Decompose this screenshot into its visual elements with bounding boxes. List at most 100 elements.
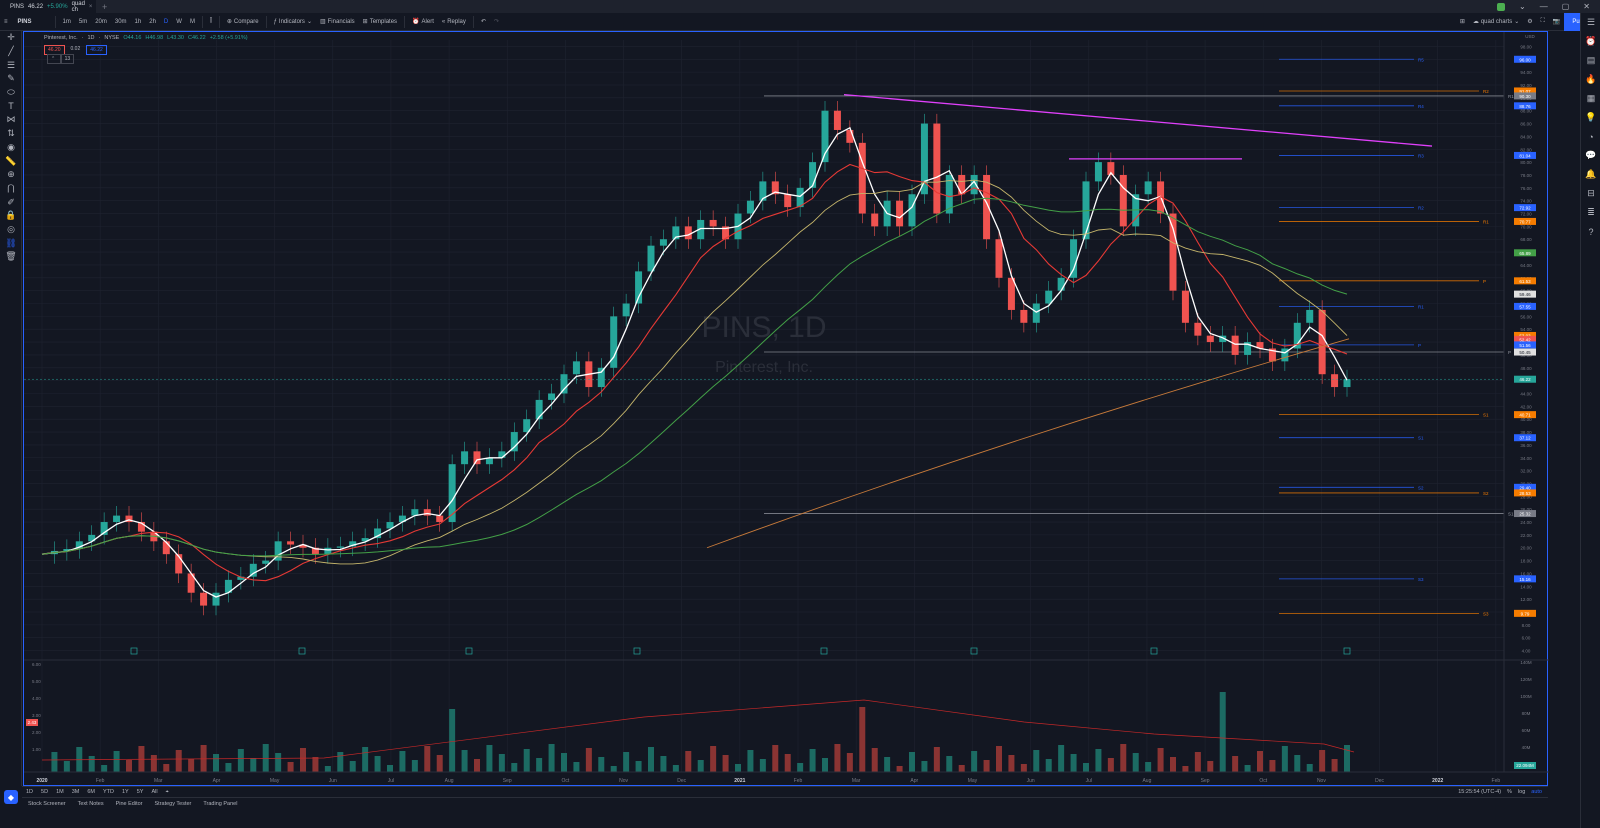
order-panel-icon[interactable]: ⊟ [1587, 188, 1595, 198]
ruler-icon[interactable]: 📏 [5, 155, 17, 166]
range-6m[interactable]: 6M [87, 789, 95, 795]
range-all[interactable]: All [151, 789, 158, 795]
undo-icon[interactable]: ↶ [480, 19, 486, 25]
fullscreen-icon[interactable]: ⛶ [1540, 18, 1545, 24]
go-to-date-icon[interactable]: ⌖ [165, 788, 169, 795]
interval-1h[interactable]: 1h [134, 18, 142, 25]
volume-bar [759, 759, 766, 772]
range-1m[interactable]: 1M [56, 789, 64, 795]
minimize-icon[interactable]: — [1539, 2, 1548, 11]
volume-bar [1132, 753, 1139, 772]
interval-w[interactable]: W [176, 18, 182, 25]
chart-type-icon[interactable]: ⫿ [209, 18, 212, 24]
candle-body [175, 554, 183, 574]
layout-grid-icon[interactable]: ⊞ [1459, 19, 1465, 25]
alert-button[interactable]: ⏰ Alert [408, 13, 438, 31]
streams-icon[interactable]: ◔ [1588, 131, 1594, 142]
ideas-icon[interactable]: 💡 [1585, 112, 1597, 122]
interval-d[interactable]: D [163, 18, 169, 25]
magnet-icon[interactable]: ⋂ [7, 182, 15, 193]
interval-2h[interactable]: 2h [149, 18, 156, 25]
sync-icon[interactable]: ⛓ [5, 237, 17, 248]
shapes-icon[interactable]: ⬭ [7, 87, 15, 98]
interval-m[interactable]: M [189, 18, 195, 25]
menu-icon[interactable]: ≡ [4, 18, 8, 25]
notifications-icon[interactable]: 🔔 [1585, 169, 1597, 179]
auto-toggle[interactable]: auto [1531, 789, 1542, 795]
price-chart[interactable]: PINS, 1D Pinterest, Inc. R1 P S1 R2 R1 P S1 S2 S3 R… [24, 32, 1549, 787]
interval-5m[interactable]: 5m [78, 18, 88, 25]
tab-trading-panel[interactable]: Trading Panel [203, 800, 238, 807]
bid-button[interactable]: 46.20 [44, 45, 65, 55]
price-tick-label: 70.00 [1520, 224, 1532, 229]
chevron-down-icon[interactable]: ⌄ [1519, 2, 1526, 11]
time-tick-label: May [270, 778, 280, 784]
tab-stock-screener[interactable]: Stock Screener [28, 800, 66, 807]
log-toggle[interactable]: log [1517, 789, 1526, 795]
range-5d[interactable]: 5D [41, 789, 49, 795]
interval-30m[interactable]: 30m [114, 18, 127, 25]
range-ytd[interactable]: YTD [102, 789, 114, 795]
visibility-icon[interactable]: ◎ [7, 223, 15, 234]
data-window-icon[interactable]: ▤ [1586, 55, 1596, 65]
eye-icon[interactable]: ◉ [7, 141, 15, 152]
volume-bar [971, 751, 978, 772]
symbol-search[interactable]: PINS [17, 18, 32, 25]
indicators-button[interactable]: ƒ Indicators ⌄ [270, 13, 316, 31]
indicator-toggle[interactable]: ⌃ 13 [44, 54, 77, 64]
dom-icon[interactable]: ≣ [1587, 207, 1595, 217]
tradingview-logo-icon[interactable]: ◆ [4, 790, 18, 804]
stay-drawing-icon[interactable]: ✐ [7, 196, 15, 207]
new-tab-icon[interactable]: + [102, 1, 108, 12]
layout-name[interactable]: ☁ quad charts ⌄ [1469, 13, 1523, 31]
range-5y[interactable]: 5Y [136, 789, 144, 795]
brush-icon[interactable]: ✎ [7, 73, 15, 84]
camera-icon[interactable]: 📷 [1552, 19, 1561, 25]
range-3m[interactable]: 3M [71, 789, 80, 795]
crosshair-icon[interactable]: ✛ [7, 32, 15, 43]
alerts-icon[interactable]: ⏰ [1585, 36, 1597, 46]
fib-icon[interactable]: ☰ [6, 59, 16, 70]
text-icon[interactable]: T [8, 101, 14, 112]
trash-icon[interactable]: 🗑 [5, 251, 17, 262]
clock[interactable]: 15:25:54 (UTC-4) [1458, 789, 1502, 795]
divider [201, 15, 203, 28]
volume-bar [983, 760, 990, 772]
financials-button[interactable]: ▥ Financials [316, 13, 359, 31]
compare-button[interactable]: ⊕ Compare [223, 13, 263, 31]
replay-button[interactable]: «Replay [438, 13, 470, 31]
chart-area[interactable]: PINS, 1D Pinterest, Inc. R1 P S1 R2 R1 P S1 S2 S3 R… [23, 31, 1549, 787]
calendar-icon[interactable]: ▦ [1586, 93, 1596, 103]
moving-average-line [41, 163, 1348, 582]
maximize-icon[interactable]: ▢ [1561, 2, 1570, 11]
ask-button[interactable]: 46.22 [86, 45, 107, 55]
redo-icon[interactable]: ↷ [493, 19, 499, 25]
tab-strategy-tester[interactable]: Strategy Tester [154, 800, 192, 807]
close-tab-icon[interactable]: × [88, 3, 93, 10]
interval-1m[interactable]: 1m [62, 18, 71, 25]
pattern-icon[interactable]: ⋈ [6, 114, 16, 125]
account-icon[interactable] [1497, 2, 1506, 11]
help-icon[interactable]: ? [1588, 226, 1594, 237]
tab-pine-editor[interactable]: Pine Editor [115, 800, 143, 807]
watchlist-icon[interactable]: ☰ [1586, 17, 1596, 27]
lock-icon[interactable]: 🔒 [5, 210, 17, 221]
close-window-icon[interactable]: ✕ [1583, 2, 1590, 11]
percent-toggle[interactable]: % [1507, 789, 1512, 795]
tab-text-notes[interactable]: Text Notes [77, 800, 104, 807]
volume-bar [324, 766, 331, 772]
range-1y[interactable]: 1Y [121, 789, 129, 795]
interval-20m[interactable]: 20m [95, 18, 107, 25]
prediction-icon[interactable]: ⇅ [7, 128, 15, 139]
trend-line-icon[interactable]: ╱ [8, 46, 14, 57]
settings-icon[interactable]: ⚙ [1527, 19, 1533, 25]
tab-pins[interactable]: PINS 46.22 +5.90% quad ch × [0, 0, 96, 13]
templates-button[interactable]: ⊞ Templates [359, 13, 401, 31]
hotlist-icon[interactable]: 🔥 [1585, 74, 1597, 84]
volume-bar [1306, 764, 1313, 772]
range-1d[interactable]: 1D [26, 789, 34, 795]
left-volume-tick-label: 1.00 [32, 747, 41, 752]
chats-icon[interactable]: 💬 [1585, 150, 1597, 160]
zoom-icon[interactable]: ⊕ [7, 169, 15, 180]
candle-body [1244, 342, 1252, 355]
